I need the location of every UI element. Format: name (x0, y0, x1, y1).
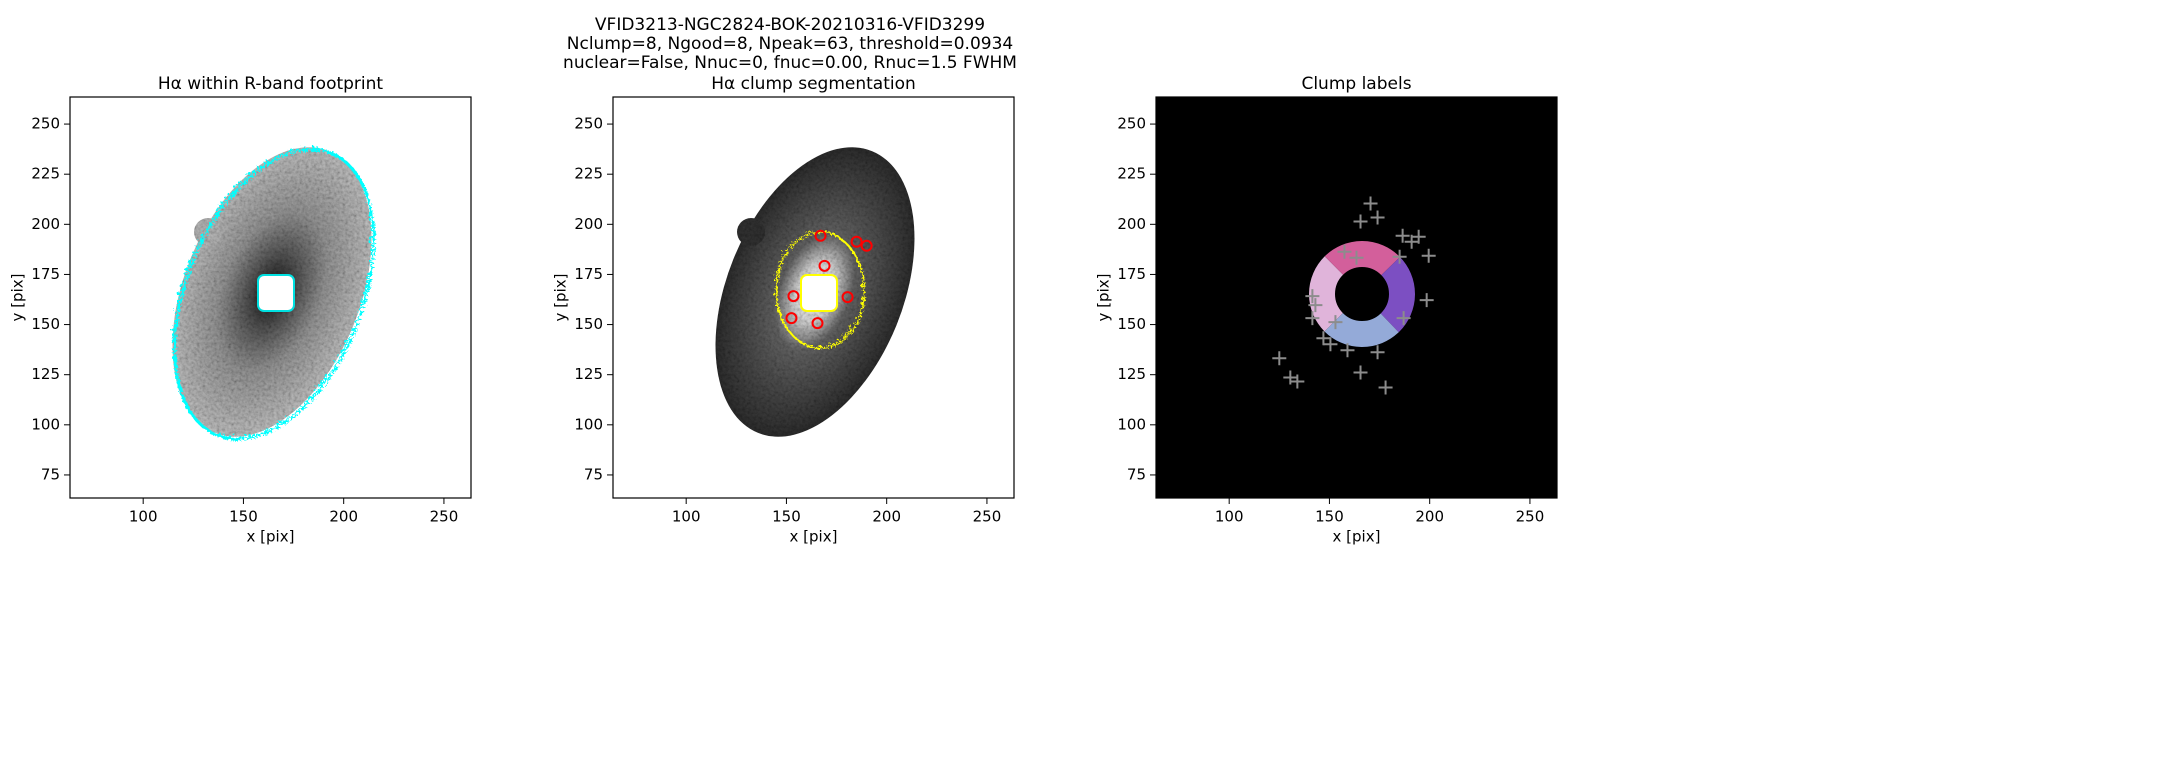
y-tick-label: 150 (574, 315, 603, 333)
y-tick-label: 200 (574, 215, 603, 233)
clump-marker (785, 312, 798, 325)
y-tick-label: 75 (1127, 465, 1146, 483)
x-tick-label: 150 (229, 508, 258, 526)
peak-marker (1308, 298, 1323, 313)
peak-marker (1290, 374, 1305, 389)
y-tick-label: 100 (1117, 415, 1146, 433)
x-tick-label: 150 (772, 508, 801, 526)
peak-marker (1378, 380, 1393, 395)
peak-marker (1323, 337, 1338, 352)
suptitle: nuclear=False, Nnuc=0, fnuc=0.00, Rnuc=1… (563, 53, 1017, 73)
axes-frame (612, 96, 1015, 499)
y-tick-label: 100 (574, 415, 603, 433)
clump-marker (787, 290, 800, 303)
x-tick-label: 100 (672, 508, 701, 526)
y-tick-label: 125 (31, 365, 60, 383)
x-tick-label: 250 (430, 508, 459, 526)
x-tick-label: 100 (129, 508, 158, 526)
x-tick-label: 200 (872, 508, 901, 526)
y-tick-label: 150 (1117, 315, 1146, 333)
peak-marker (1340, 343, 1355, 358)
y-tick-label: 125 (574, 365, 603, 383)
y-tick-label: 200 (1117, 215, 1146, 233)
peak-marker (1411, 229, 1426, 244)
image-left (171, 145, 373, 439)
peak-marker (1395, 228, 1410, 243)
axes-frame (1155, 96, 1558, 499)
y-tick-label: 250 (31, 115, 60, 133)
x-tick-label: 200 (329, 508, 358, 526)
y-tick-label: 100 (31, 415, 60, 433)
x-tick-label: 150 (1315, 508, 1344, 526)
y-axis-label: y [pix] (9, 274, 27, 322)
peak-marker (1305, 289, 1320, 304)
clump-marker (814, 229, 827, 242)
clump-marker (818, 259, 831, 272)
y-tick-label: 225 (1117, 165, 1146, 183)
axes-title: Hα within R-band footprint (158, 74, 384, 94)
x-axis-label: x [pix] (247, 528, 295, 546)
y-axis-label: y [pix] (1095, 274, 1113, 322)
y-tick-label: 75 (41, 465, 60, 483)
peak-marker (1363, 196, 1378, 211)
peak-marker (1370, 345, 1385, 360)
peak-marker (1337, 244, 1352, 259)
y-tick-label: 75 (584, 465, 603, 483)
y-tick-label: 225 (574, 165, 603, 183)
y-tick-label: 250 (1117, 115, 1146, 133)
peak-marker (1283, 370, 1298, 385)
peak-marker (1272, 351, 1287, 366)
y-tick-label: 175 (574, 265, 603, 283)
peak-marker (1370, 210, 1385, 225)
y-tick-label: 175 (1117, 265, 1146, 283)
peak-marker (1328, 315, 1343, 330)
y-axis-label: y [pix] (552, 274, 570, 322)
y-tick-label: 225 (31, 165, 60, 183)
peak-marker (1396, 311, 1411, 326)
clump-marker (860, 239, 873, 252)
peak-marker (1349, 250, 1364, 265)
peak-marker (1353, 365, 1368, 380)
peak-marker (1404, 234, 1419, 249)
y-tick-label: 250 (574, 115, 603, 133)
y-tick-label: 125 (1117, 365, 1146, 383)
clump-marker (811, 317, 824, 330)
x-tick-label: 100 (1215, 508, 1244, 526)
x-tick-label: 200 (1415, 508, 1444, 526)
clump-marker (850, 235, 863, 248)
image-middle (715, 147, 915, 437)
x-tick-label: 250 (973, 508, 1002, 526)
peak-marker (1392, 249, 1407, 264)
suptitle: Nclump=8, Ngood=8, Npeak=63, threshold=0… (567, 34, 1013, 54)
peak-marker (1353, 214, 1368, 229)
peak-marker (1316, 331, 1331, 346)
suptitle: VFID3213-NGC2824-BOK-20210316-VFID3299 (595, 15, 985, 35)
peak-marker (1421, 248, 1436, 263)
axes-frame (69, 96, 472, 499)
x-axis-label: x [pix] (1333, 528, 1381, 546)
axes-title: Clump labels (1301, 74, 1411, 94)
y-tick-label: 200 (31, 215, 60, 233)
clump-marker (841, 291, 854, 304)
axes-title: Hα clump segmentation (711, 74, 916, 94)
y-tick-label: 150 (31, 315, 60, 333)
y-tick-label: 175 (31, 265, 60, 283)
peak-marker (1305, 311, 1320, 326)
peak-marker (1419, 293, 1434, 308)
x-axis-label: x [pix] (790, 528, 838, 546)
image-right (1156, 97, 1557, 498)
x-tick-label: 250 (1516, 508, 1545, 526)
